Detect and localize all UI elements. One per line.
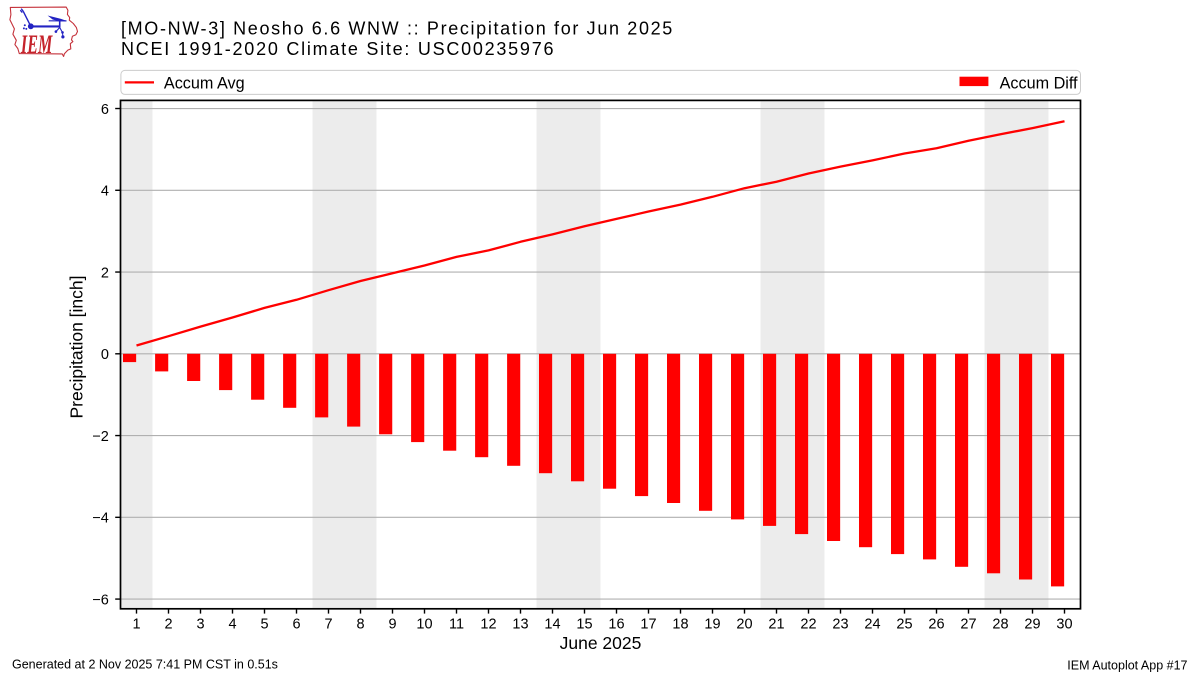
svg-text:IEM Autoplot App #17: IEM Autoplot App #17 [1067,658,1187,672]
svg-text:Precipitation [inch]: Precipitation [inch] [67,276,87,419]
svg-text:Accum Diff: Accum Diff [1000,74,1078,92]
svg-text:12: 12 [480,617,496,633]
svg-text:−2: −2 [92,429,109,445]
svg-text:9: 9 [388,617,396,633]
svg-text:17: 17 [640,617,656,633]
svg-text:6: 6 [101,102,109,118]
svg-text:13: 13 [512,617,528,633]
svg-text:6: 6 [292,617,300,633]
svg-text:Accum Avg: Accum Avg [164,74,245,92]
svg-text:June 2025: June 2025 [560,633,642,653]
svg-text:4: 4 [101,184,109,200]
svg-text:28: 28 [992,617,1008,633]
svg-text:27: 27 [960,617,976,633]
svg-text:10: 10 [416,617,432,633]
svg-text:1: 1 [132,617,140,633]
svg-text:2: 2 [164,617,172,633]
svg-text:Generated at 2 Nov 2025 7:41 P: Generated at 2 Nov 2025 7:41 PM CST in 0… [12,657,278,671]
svg-text:19: 19 [704,617,720,633]
svg-text:−6: −6 [92,592,109,608]
svg-text:[MO-NW-3] Neosho 6.6 WNW :: Pr: [MO-NW-3] Neosho 6.6 WNW :: Precipitatio… [121,18,674,38]
svg-text:16: 16 [608,617,624,633]
svg-text:21: 21 [768,617,784,633]
svg-text:29: 29 [1024,617,1040,633]
svg-text:18: 18 [672,617,688,633]
svg-text:NCEI 1991-2020 Climate Site: U: NCEI 1991-2020 Climate Site: USC00235976 [121,39,555,59]
svg-text:22: 22 [800,617,816,633]
svg-text:20: 20 [736,617,752,633]
svg-text:7: 7 [324,617,332,633]
svg-text:11: 11 [449,617,464,633]
svg-text:5: 5 [260,617,268,633]
svg-text:3: 3 [196,617,204,633]
svg-text:−4: −4 [92,511,109,527]
svg-text:25: 25 [896,617,912,633]
svg-text:2: 2 [101,265,109,281]
svg-text:4: 4 [228,617,236,633]
svg-text:14: 14 [544,617,560,633]
svg-text:26: 26 [928,617,944,633]
svg-text:23: 23 [832,617,848,633]
svg-text:0: 0 [101,347,109,363]
svg-text:30: 30 [1056,617,1072,633]
svg-text:24: 24 [864,617,880,633]
svg-text:15: 15 [576,617,592,633]
svg-text:IEM: IEM [20,30,53,59]
svg-text:8: 8 [356,617,364,633]
